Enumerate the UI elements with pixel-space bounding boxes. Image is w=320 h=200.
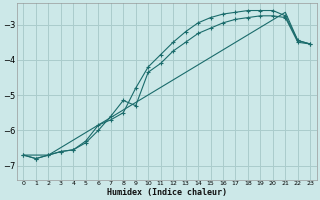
X-axis label: Humidex (Indice chaleur): Humidex (Indice chaleur)	[107, 188, 227, 197]
